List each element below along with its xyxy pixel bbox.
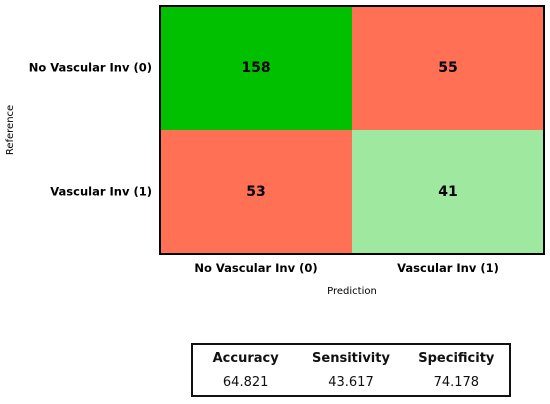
row-tick-label: No Vascular Inv (0): [29, 61, 152, 75]
cell-value-label: 55: [438, 60, 457, 76]
metric-value: 43.617: [328, 374, 374, 390]
metric-accuracy: Accuracy 64.821: [193, 345, 298, 395]
matrix-cell: [160, 130, 352, 254]
cell-value-label: 158: [241, 60, 270, 76]
confusion-matrix-chart: 158 55 53 41 No Vascular Inv (0) Vascular In…: [5, 5, 545, 297]
matrix-cell: [352, 130, 544, 254]
metric-specificity: Specificity 74.178: [404, 345, 509, 395]
metrics-table: Accuracy 64.821 Sensitivity 43.617 Speci…: [191, 343, 511, 397]
metric-value: 64.821: [222, 374, 269, 390]
metric-value: 74.178: [433, 374, 480, 390]
metric-sensitivity: Sensitivity 43.617: [298, 345, 403, 395]
metric-name: Sensitivity: [312, 350, 390, 366]
x-axis-label: Prediction: [327, 286, 377, 297]
y-axis-label: Reference: [5, 105, 16, 155]
cell-value-label: 41: [438, 184, 457, 200]
row-tick-label: Vascular Inv (1): [50, 185, 152, 199]
column-tick-label: No Vascular Inv (0): [194, 261, 317, 275]
column-tick-label: Vascular Inv (1): [397, 261, 499, 275]
metric-name: Specificity: [418, 350, 495, 366]
matrix-cell: [160, 6, 352, 130]
matrix-cell: [352, 6, 544, 130]
matrix-frame: [159, 5, 545, 255]
metric-name: Accuracy: [212, 350, 279, 366]
cell-value-label: 53: [246, 184, 265, 200]
